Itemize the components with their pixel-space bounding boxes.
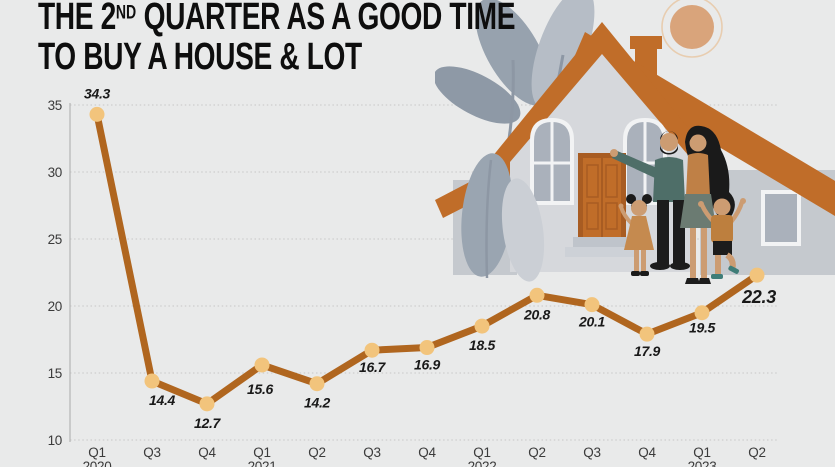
data-value-label: 18.5	[469, 337, 496, 353]
son-figure	[698, 196, 746, 279]
x-tick-label: Q4	[638, 445, 656, 460]
data-value-label: 17.9	[634, 343, 661, 359]
data-value-label: 12.7	[194, 415, 222, 431]
leaf-icon	[531, 0, 595, 109]
x-year-label: 2021	[248, 459, 277, 467]
house-family-illustration	[435, 0, 835, 284]
data-point	[639, 326, 655, 342]
title-line2: TO BUY A HOUSE & LOT	[38, 36, 362, 79]
y-tick-label: 15	[48, 366, 62, 381]
family	[610, 125, 746, 284]
y-tick-label: 35	[48, 98, 62, 113]
title-line1-rest: QUARTER AS A GOOD TIME	[136, 0, 516, 39]
x-tick-label: Q2	[308, 445, 325, 460]
data-value-label: 19.5	[689, 320, 716, 336]
door-step	[565, 247, 639, 257]
x-tick-label: Q3	[583, 445, 600, 460]
door-step	[573, 237, 631, 247]
data-point	[144, 373, 160, 389]
data-value-label: 14.2	[304, 395, 331, 411]
data-point	[199, 396, 215, 412]
chimney-cap	[630, 36, 662, 49]
x-tick-label: Q1	[473, 445, 490, 460]
x-tick-label: Q1	[88, 445, 105, 460]
x-tick-label: Q2	[528, 445, 545, 460]
x-tick-label: Q2	[748, 445, 765, 460]
data-value-label: 16.7	[359, 359, 387, 375]
title-superscript: ND	[115, 3, 137, 24]
data-value-label: 34.3	[84, 85, 111, 101]
y-tick-label: 25	[48, 232, 62, 247]
data-point	[749, 267, 765, 283]
data-point	[584, 297, 600, 313]
y-tick-label: 20	[48, 299, 62, 314]
front-door	[578, 153, 626, 237]
data-point	[694, 305, 710, 321]
x-tick-label: Q3	[143, 445, 160, 460]
data-value-label: 16.9	[414, 357, 441, 373]
chart-title: THE 2ND QUARTER AS A GOOD TIME TO BUY A …	[38, 0, 515, 77]
data-value-label: 14.4	[149, 392, 176, 408]
stem	[485, 159, 493, 279]
data-point	[474, 318, 490, 334]
daughter-figure	[618, 194, 654, 276]
leaves-decoration	[435, 0, 595, 171]
title-line1: THE 2ND QUARTER AS A GOOD TIME	[38, 0, 515, 38]
y-tick-label: 30	[48, 165, 62, 180]
data-value-label: 20.8	[523, 306, 551, 322]
right-wing-window	[761, 190, 801, 246]
x-year-label: 2023	[688, 459, 717, 467]
data-point	[309, 376, 325, 392]
title-line1-start: THE 2	[38, 0, 116, 39]
sun-icon	[661, 0, 723, 58]
x-tick-label: Q4	[418, 445, 436, 460]
data-point	[89, 106, 105, 122]
x-year-label: 2022	[468, 459, 497, 467]
data-value-label: 22.3	[741, 287, 776, 307]
arched-window-left	[530, 118, 574, 205]
data-value-label: 15.6	[247, 381, 274, 397]
data-value-label: 20.1	[578, 314, 606, 330]
x-tick-label: Q1	[693, 445, 710, 460]
x-tick-label: Q1	[253, 445, 270, 460]
y-tick-label: 10	[48, 433, 62, 448]
plant-leaf	[501, 178, 545, 282]
data-point	[419, 340, 435, 356]
x-tick-label: Q3	[363, 445, 380, 460]
front-plants	[461, 153, 545, 282]
house	[435, 22, 835, 275]
data-point	[254, 357, 270, 373]
x-year-label: 2020	[83, 459, 112, 467]
father-figure	[610, 131, 690, 270]
leaf-icon	[435, 66, 521, 124]
data-point	[529, 287, 545, 303]
x-tick-label: Q4	[198, 445, 216, 460]
mother-figure	[680, 125, 735, 284]
data-point	[364, 342, 380, 358]
